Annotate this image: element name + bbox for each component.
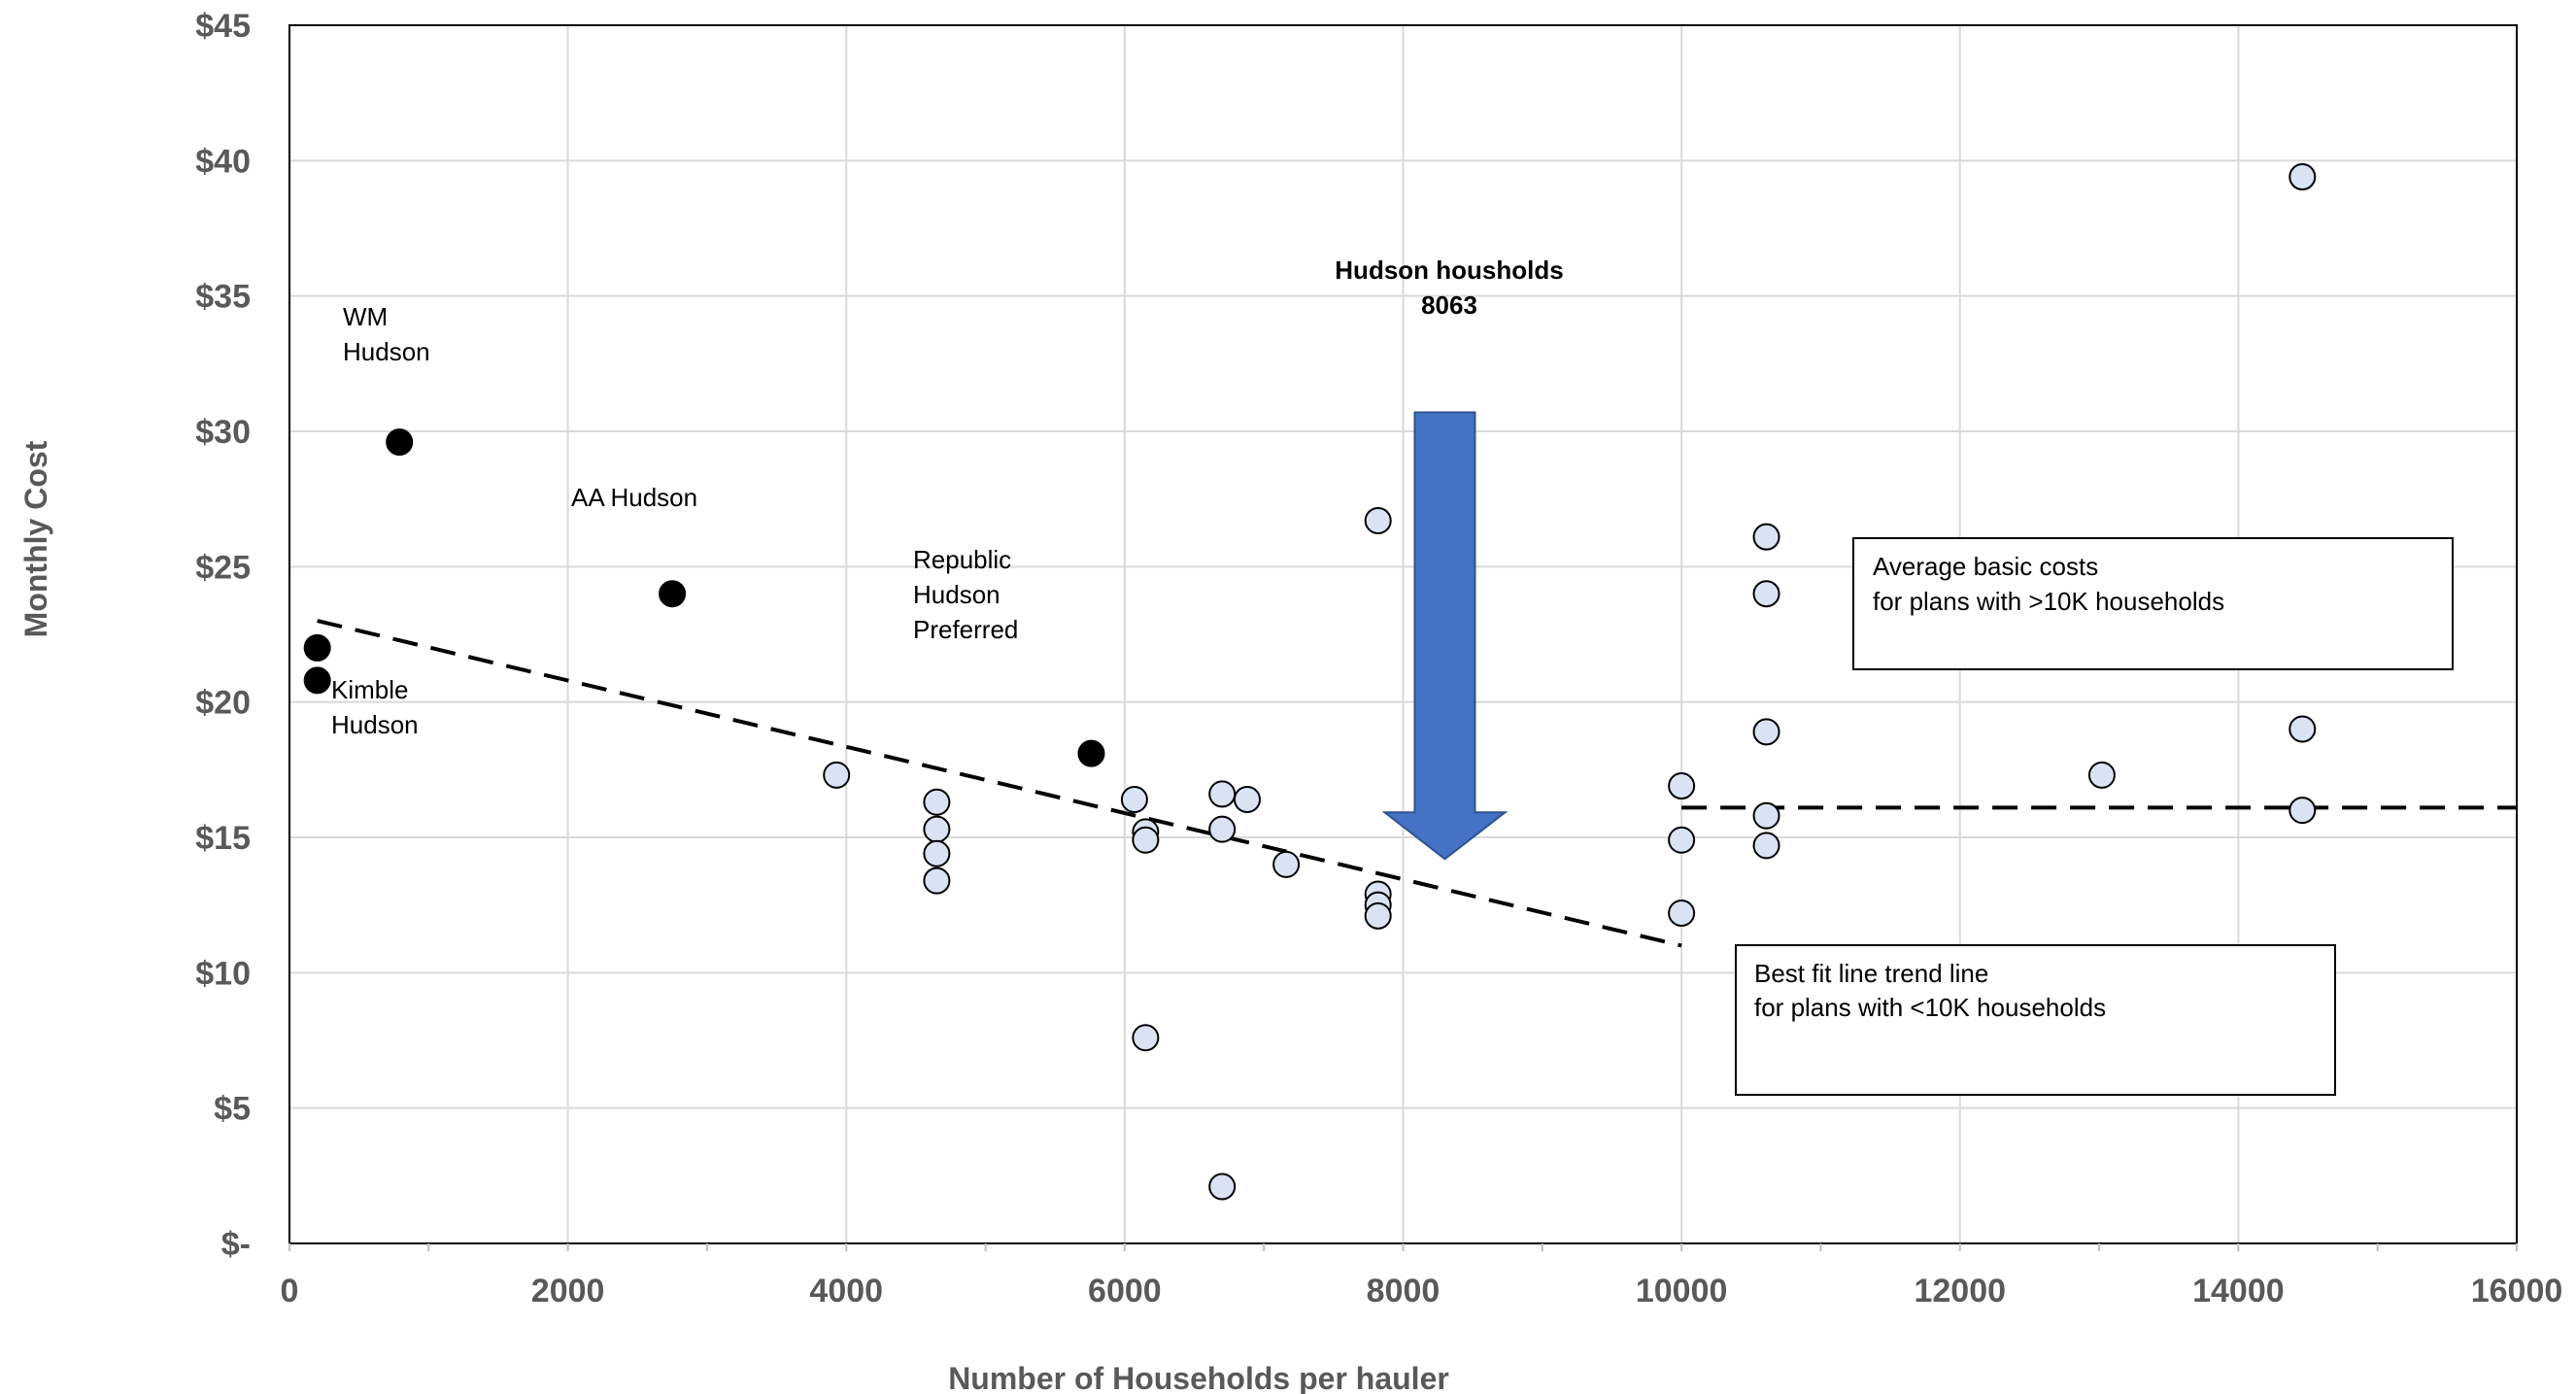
data-point-hudson-hauler (659, 580, 687, 608)
x-axis-title: Number of Households per hauler (948, 1361, 1449, 1394)
x-tick-label: 2000 (531, 1273, 605, 1309)
annotation-box-bestfit (1735, 944, 2336, 1096)
data-point-plan (1752, 580, 1780, 608)
x-tick-label: 0 (281, 1273, 299, 1309)
x-tick-label: 4000 (809, 1273, 883, 1309)
annotation-aa: AA Hudson (571, 483, 697, 512)
data-point-plan (1208, 815, 1237, 843)
data-point-plan (2087, 761, 2116, 789)
data-point-plan (923, 788, 951, 816)
data-point-plan (2288, 163, 2317, 191)
data-point-plan (1208, 1173, 1237, 1201)
y-tick-label: $5 (214, 1091, 251, 1128)
data-point-plan (923, 867, 951, 895)
x-tick-label: 14000 (2192, 1273, 2285, 1309)
x-tick-label: 8000 (1367, 1273, 1441, 1309)
data-point-hudson-hauler (386, 428, 414, 457)
y-tick-label: $45 (195, 8, 251, 45)
y-axis-tick-labels: $- $5 $10 $15 $20 $25 $30 $35 $40 $45 (195, 8, 251, 1263)
hudson-arrow (1381, 411, 1508, 861)
annotation-box-bestfit-line1: Best fit line trend line (1754, 959, 1988, 988)
trend-line-under-10k (317, 619, 1682, 948)
data-point-plan (1132, 826, 1160, 854)
data-point-plan (1364, 506, 1392, 534)
y-tick-label: $10 (195, 955, 251, 992)
data-point-plan (1668, 900, 1696, 928)
data-point-plan (1752, 801, 1780, 830)
data-point-plan (1752, 523, 1780, 551)
data-point-plan (1272, 850, 1301, 878)
annotation-hudson-value: 8063 (1421, 290, 1477, 320)
data-point-hudson-hauler (1077, 739, 1105, 767)
annotation-box-average (1852, 537, 2454, 670)
data-point-plan (1668, 826, 1696, 854)
data-point-plan (2288, 715, 2317, 743)
data-point-plan (1752, 832, 1780, 860)
x-tick-label: 12000 (1914, 1273, 2006, 1309)
data-points (303, 163, 2317, 1201)
x-axis-tick-labels: 0 2000 4000 6000 8000 10000 12000 14000 16000 (281, 1273, 2563, 1309)
data-point-plan (1233, 785, 1261, 813)
data-point-plan (1668, 772, 1696, 800)
annotation-kimble-line2: Hudson (331, 710, 419, 739)
x-tick-label: 16000 (2471, 1273, 2563, 1309)
y-axis-title: Monthly Cost (18, 440, 53, 637)
x-axis-minor-ticks (288, 1243, 2518, 1251)
data-point-plan (923, 839, 951, 867)
annotation-box-average-line1: Average basic costs (1873, 552, 2098, 581)
annotation-wm-line1: WM (343, 302, 388, 331)
annotation-box-average-line2: for plans with >10K households (1873, 587, 2224, 616)
annotation-kimble-line1: Kimble (331, 675, 408, 704)
data-point-hudson-hauler (303, 666, 331, 695)
data-point-plan (2288, 797, 2317, 825)
annotation-wm-line2: Hudson (343, 337, 430, 366)
data-point-plan (1752, 718, 1780, 746)
data-point-plan (1208, 780, 1237, 808)
y-tick-label: $20 (195, 685, 251, 722)
data-point-plan (1364, 901, 1392, 930)
annotation-box-bestfit-line2: for plans with <10K households (1754, 993, 2106, 1022)
hudson-arrow-shape (1381, 411, 1508, 861)
data-point-plan (1132, 1024, 1160, 1052)
y-tick-label: $35 (195, 279, 251, 316)
y-tick-label: $15 (195, 820, 251, 857)
annotation-republic-line1: Republic (913, 545, 1011, 574)
annotation-hudson-title: Hudson housholds (1335, 255, 1563, 285)
y-tick-label: $25 (195, 549, 251, 586)
x-tick-label: 6000 (1088, 1273, 1162, 1309)
x-tick-label: 10000 (1636, 1273, 1728, 1309)
y-tick-label: $- (221, 1226, 251, 1263)
annotation-republic-line2: Hudson (913, 580, 1000, 609)
data-point-plan (923, 815, 951, 843)
data-point-plan (1120, 785, 1148, 813)
y-tick-label: $30 (195, 414, 251, 451)
trend-lines (317, 619, 2517, 948)
data-point-plan (823, 761, 851, 789)
data-point-hudson-hauler (303, 633, 331, 662)
y-tick-label: $40 (195, 143, 251, 180)
annotation-republic-line3: Preferred (913, 615, 1018, 644)
